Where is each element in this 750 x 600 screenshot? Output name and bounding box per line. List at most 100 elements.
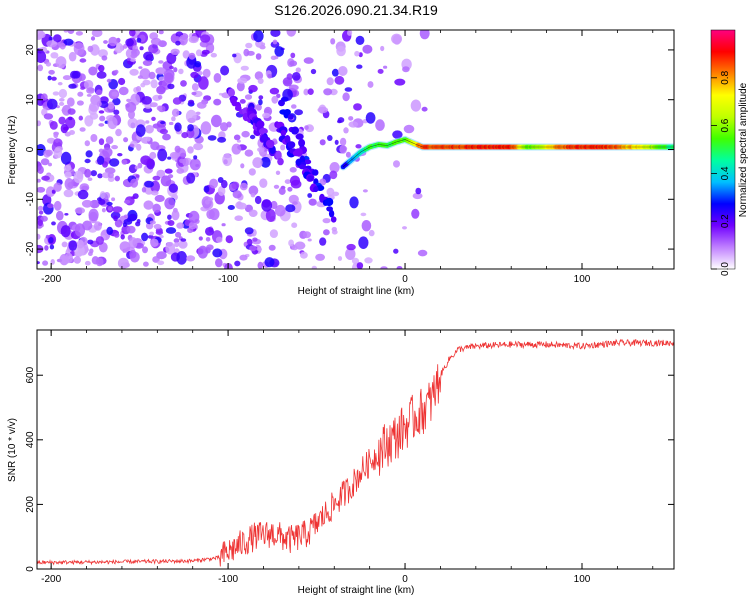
spectrogram-blob — [159, 128, 168, 135]
spectrogram-blob — [310, 68, 317, 75]
spectrogram-blob — [255, 103, 262, 111]
spectrogram-blob — [186, 172, 196, 184]
spectrogram-blob — [135, 221, 141, 227]
spectrogram-blob — [355, 144, 362, 149]
spectrogram-blob — [143, 51, 154, 61]
spectrogram-blob — [290, 52, 296, 59]
spectrogram-blob — [191, 91, 197, 96]
spectrogram-blob — [265, 209, 276, 222]
spectrogram-blob — [271, 95, 279, 104]
spectrogram-blob — [53, 132, 59, 139]
spectrogram-blob — [368, 229, 375, 237]
spectrogram-blob — [267, 74, 272, 79]
spectrogram-blob — [47, 98, 58, 110]
spectrogram-blob — [187, 146, 194, 154]
spectrogram-blob — [178, 240, 188, 249]
spectrogram-blob — [211, 114, 222, 128]
spectrogram-xtick-label: 0 — [402, 274, 408, 285]
spectrogram-blob — [173, 238, 180, 244]
spectrogram-blob — [284, 179, 291, 185]
spectrogram-blob — [91, 30, 103, 38]
spectrogram-blob — [173, 67, 178, 73]
spectrogram-blob — [180, 152, 187, 158]
spectrogram-blob — [191, 83, 199, 91]
spectrogram-blob — [307, 238, 312, 242]
spectrogram-blob — [123, 214, 129, 219]
spectrogram-blob — [202, 68, 211, 78]
spectrogram-blob — [304, 125, 309, 130]
spectrogram-blob — [112, 206, 123, 213]
spectrogram-blob — [205, 227, 214, 236]
spectrogram-blob — [295, 67, 301, 73]
spectrogram-blob — [46, 40, 58, 48]
spectrogram-blob — [167, 214, 172, 220]
spectrogram-blob — [323, 88, 333, 96]
spectrogram-blob — [231, 181, 240, 190]
spectrogram-blob — [197, 71, 203, 76]
spectrogram-blob — [113, 109, 120, 115]
spectrogram-blob — [180, 80, 187, 87]
spectrogram-blob — [78, 115, 84, 121]
spectrogram-blob — [244, 94, 253, 100]
spectrogram-blob — [53, 200, 62, 211]
spectrogram-blob — [160, 121, 166, 125]
spectrogram-blob — [168, 121, 174, 126]
spectrogram-streak-blob — [283, 109, 291, 116]
spectrogram-blob — [103, 192, 111, 200]
spectrogram-blob — [49, 244, 55, 250]
spectrogram-blob — [49, 121, 58, 130]
spectrogram-blob — [37, 178, 41, 183]
spectrogram-blob — [326, 77, 334, 86]
spectrogram-blob — [270, 41, 280, 48]
spectrogram-blob — [270, 200, 278, 210]
spectrogram-streak-blob — [280, 129, 287, 136]
spectrogram-streak-blob — [324, 197, 334, 207]
spectrogram-blob — [153, 223, 162, 230]
spectrogram-blob — [166, 52, 177, 64]
spectrogram-blob — [51, 221, 56, 226]
spectrogram-xtick-label: -200 — [41, 274, 61, 285]
snr-xtick-label: 0 — [402, 574, 408, 585]
spectrogram-blob — [348, 121, 359, 128]
spectrogram-blob — [37, 30, 44, 40]
spectrogram-blob — [148, 71, 156, 80]
spectrogram-blob — [155, 67, 166, 75]
spectrogram-blob — [67, 30, 75, 34]
spectrogram-blob — [245, 42, 253, 49]
spectrogram-blob — [345, 248, 356, 260]
spectrogram-blob — [233, 134, 241, 141]
spectrogram-streak-blob — [298, 138, 306, 147]
spectrogram-blob — [107, 101, 115, 110]
spectrogram-blob — [358, 52, 363, 58]
spectrogram-blob — [134, 165, 139, 170]
spectrogram-blob — [290, 179, 302, 189]
spectrogram-blob — [68, 240, 78, 252]
spectrogram-blob — [292, 201, 298, 205]
spectrogram-blob — [169, 151, 180, 159]
spectrogram-blob — [174, 122, 182, 132]
spectrogram-blob — [270, 55, 277, 60]
spectrogram-blob — [260, 156, 271, 168]
spectrogram-blob — [70, 70, 79, 79]
spectrogram-blob — [58, 116, 66, 125]
spectrogram-blob — [334, 75, 345, 85]
spectrogram-blob — [311, 265, 317, 269]
spectrogram-blob — [88, 208, 99, 222]
spectrogram-blob — [125, 101, 137, 113]
spectrogram-blob — [64, 178, 74, 190]
spectrogram-blob — [307, 88, 314, 95]
spectrogram-blob — [315, 253, 325, 261]
spectrogram-blob — [129, 30, 136, 37]
spectrogram-blob — [403, 124, 415, 134]
spectrogram-blob — [411, 208, 420, 219]
snr-ytick-label: 400 — [25, 431, 36, 448]
spectrogram-blob — [234, 215, 243, 221]
spectrogram-blob — [99, 115, 106, 122]
snr-ylabel: SNR (10 * v/v) — [7, 418, 18, 482]
spectrogram-blob — [158, 30, 164, 35]
spectrogram-blob — [137, 75, 143, 79]
spectrogram-blob — [74, 207, 85, 214]
spectrogram-blob — [98, 123, 105, 127]
spectrogram-blob — [150, 238, 159, 247]
